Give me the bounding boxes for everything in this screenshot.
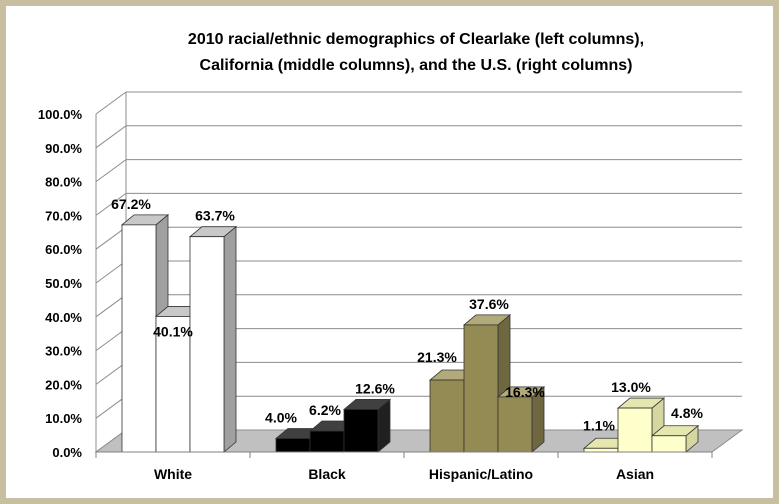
bar-front [497, 396, 533, 453]
chart-title-line-1: 2010 racial/ethnic demographics of Clear… [188, 31, 644, 48]
y-tick-label: 70.0% [45, 208, 82, 223]
bar [462, 314, 512, 453]
data-labels: 67.2% 40.1% 63.7% 4.0% 6.2% 12.6% 21.3% 37.6% 16… [111, 196, 703, 433]
y-tick-label: 20.0% [45, 377, 82, 392]
gridline-depth [95, 125, 127, 149]
bar-front [343, 409, 379, 453]
data-label: 4.0% [265, 409, 297, 425]
y-tick-label: 30.0% [45, 344, 82, 359]
bar-front [309, 430, 345, 453]
data-label: 16.3% [505, 384, 545, 400]
bar-front [617, 407, 653, 453]
gridline-depth [95, 294, 127, 318]
bar [650, 424, 700, 453]
y-tick-label: 90.0% [45, 141, 82, 156]
chart-title-line-2: California (middle columns), and the U.S… [200, 57, 633, 74]
bar [188, 225, 238, 453]
data-label: 40.1% [153, 323, 193, 339]
y-tick-label: 60.0% [45, 242, 82, 257]
data-label: 4.8% [671, 405, 703, 421]
data-label: 67.2% [111, 196, 151, 212]
gridline-depth [95, 226, 127, 250]
data-label: 63.7% [195, 208, 235, 224]
x-tick-label: Hispanic/Latino [429, 466, 533, 482]
y-tick-label: 10.0% [45, 411, 82, 426]
gridline-depth [95, 91, 127, 115]
y-axis: 0.0% 10.0% 20.0% 30.0% 40.0% 50.0% 60.0% 70.0% 8… [38, 107, 97, 460]
bar [496, 386, 546, 453]
gridline-depth [95, 395, 127, 419]
bar [342, 398, 392, 453]
data-label: 1.1% [583, 417, 615, 433]
chart-title: 2010 racial/ethnic demographics of Clear… [188, 31, 644, 74]
gridline-depth [95, 159, 127, 183]
y-tick-label: 0.0% [52, 445, 82, 460]
gridline-depth [95, 328, 127, 352]
data-label: 6.2% [309, 402, 341, 418]
data-label: 12.6% [355, 380, 395, 396]
gridline-depth [95, 361, 127, 385]
data-label: 37.6% [469, 296, 509, 312]
y-tick-label: 80.0% [45, 175, 82, 190]
y-tick-label: 100.0% [38, 107, 83, 122]
x-tick-label: Asian [616, 466, 654, 482]
bar-front [121, 224, 157, 453]
bar-side [223, 225, 237, 453]
gridline-depth [95, 192, 127, 216]
bar-front [651, 435, 687, 453]
x-tick-label: White [154, 466, 192, 482]
bar-front [463, 324, 499, 453]
bar-front [429, 379, 465, 453]
bar-front [189, 236, 225, 453]
data-label: 21.3% [417, 349, 457, 365]
bars [120, 214, 700, 453]
bar-front [275, 438, 311, 453]
x-axis: White Black Hispanic/Latino Asian [95, 451, 713, 482]
data-label: 13.0% [611, 379, 651, 395]
bar-front [583, 447, 619, 453]
y-tick-label: 50.0% [45, 276, 82, 291]
y-tick-label: 40.0% [45, 310, 82, 325]
x-tick-label: Black [308, 466, 346, 482]
gridline-depth [95, 260, 127, 284]
